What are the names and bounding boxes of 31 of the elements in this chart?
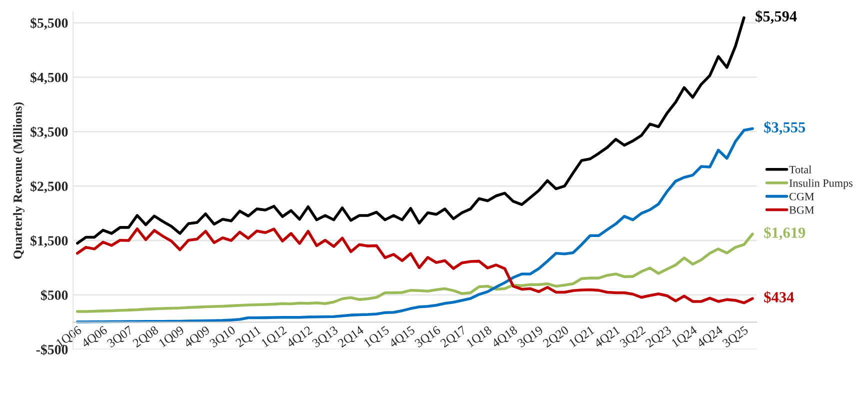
y-tick-label: $2,500 (30, 180, 68, 194)
x-tick-label: 1Q21 (568, 326, 596, 349)
x-tick-label: 2Q23 (644, 326, 673, 350)
legend-label: Insulin Pumps (789, 179, 853, 190)
line-series (76, 16, 746, 245)
y-tick-label: $1,500 (30, 235, 68, 248)
x-tick-label: 2Q20 (542, 325, 570, 350)
line-series (76, 227, 754, 304)
legend-label: BGM (789, 206, 814, 214)
data-label: $3,555 (764, 121, 806, 135)
legend-label: CGM (789, 192, 814, 200)
x-tick-label: 4Q06 (80, 325, 109, 350)
y-axis-title: Quarterly Revenue (Millions) (13, 102, 24, 259)
x-tick-label: 3Q10 (209, 325, 237, 350)
x-tick-label: 4Q12 (286, 326, 314, 350)
x-tick-label: 4Q21 (593, 326, 622, 350)
y-tick-label: $4,500 (30, 72, 68, 84)
x-tick-label: 1Q12 (260, 326, 288, 349)
line-series (76, 232, 754, 313)
data-label: $1,619 (764, 226, 806, 240)
x-tick-label: 2Q11 (235, 326, 262, 350)
y-tick-label: $500 (40, 290, 68, 301)
y-tick-label: $3,500 (30, 126, 68, 139)
legend-label: Total (789, 166, 812, 174)
y-tick-label: $5,500 (30, 18, 68, 30)
x-tick-label: 3Q22 (619, 326, 647, 350)
x-tick-label: 1Q09 (158, 326, 186, 349)
x-tick-label: 4Q09 (183, 326, 212, 350)
data-label: $5,594 (756, 10, 797, 24)
line-series (76, 127, 754, 324)
data-label: $434 (764, 291, 794, 304)
